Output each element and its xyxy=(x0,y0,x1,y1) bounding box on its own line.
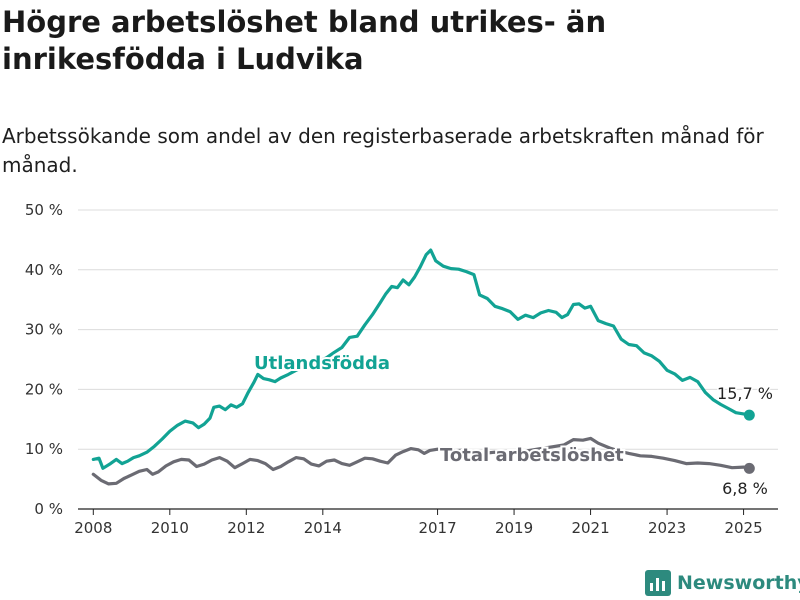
x-tick-label: 2008 xyxy=(74,519,112,537)
newsworthy-logo-icon xyxy=(645,570,671,596)
x-tick-labels: 2008 2010 2012 2014 2017 2019 2021 2023 2025 xyxy=(74,519,762,537)
newsworthy-logo: Newsworthy xyxy=(645,568,800,598)
newsworthy-logo-text: Newsworthy xyxy=(677,572,800,594)
x-tick-label: 2021 xyxy=(571,519,609,537)
chart-subtitle: Arbetssökande som andel av den registerb… xyxy=(2,124,764,177)
series-label-utlandsfodda: Utlandsfödda xyxy=(254,353,390,374)
x-tick-label: 2014 xyxy=(304,519,342,537)
series-labels: Utlandsfödda 15,7 % Total arbetslöshet 6,8 … xyxy=(252,351,774,500)
series-end-label-total: 6,8 % xyxy=(722,479,768,498)
x-tick-label: 2012 xyxy=(227,519,265,537)
y-tick-label: 40 % xyxy=(25,261,63,279)
x-tick-label: 2025 xyxy=(724,519,762,537)
series-layer xyxy=(91,248,755,486)
y-tick-label: 50 % xyxy=(25,201,63,219)
series-line-total xyxy=(91,436,751,486)
series-line-utlandsfodda xyxy=(91,248,751,470)
y-tick-label: 30 % xyxy=(25,321,63,339)
x-tick-label: 2023 xyxy=(648,519,686,537)
chart-title: Högre arbetslöshet bland utrikes- än inr… xyxy=(2,5,607,76)
y-tick-label: 10 % xyxy=(25,440,63,458)
series-end-label-utlandsfodda: 15,7 % xyxy=(717,384,773,403)
x-tick-label: 2010 xyxy=(151,519,189,537)
series-end-marker-total xyxy=(743,462,755,474)
y-tick-label: 0 % xyxy=(34,500,63,518)
y-tick-label: 20 % xyxy=(25,380,63,398)
series-end-marker-utlandsfodda xyxy=(743,409,755,421)
series-label-total: Total arbetslöshet xyxy=(440,445,624,466)
x-tick-label: 2019 xyxy=(495,519,533,537)
line-chart: 0 % 10 % 20 % 30 % 40 % 50 % 2008 2010 2012 2014… xyxy=(25,201,778,537)
grid-layer xyxy=(78,209,778,515)
y-tick-labels: 0 % 10 % 20 % 30 % 40 % 50 % xyxy=(25,201,63,518)
x-tick-label: 2017 xyxy=(418,519,456,537)
